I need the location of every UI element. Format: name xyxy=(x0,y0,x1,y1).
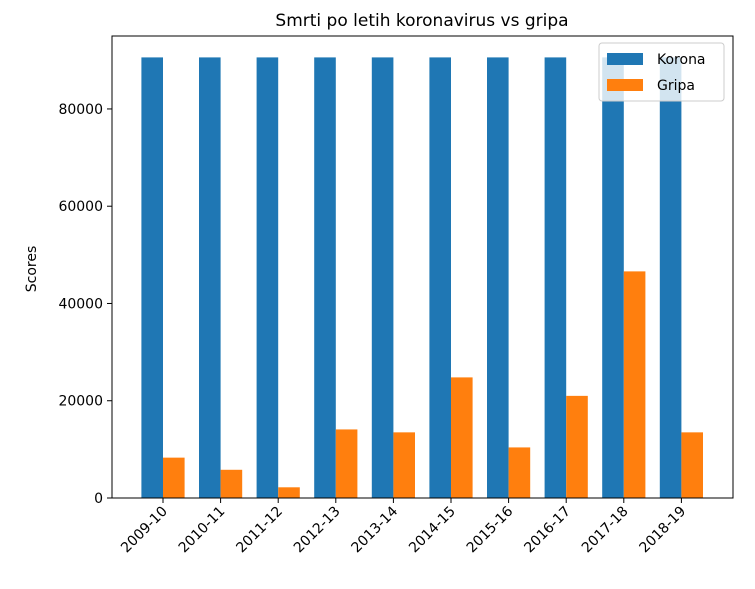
chart-title: Smrti po letih koronavirus vs gripa xyxy=(275,11,568,31)
x-tick-label-2012-13: 2012-13 xyxy=(291,504,344,557)
x-tick-label-2018-19: 2018-19 xyxy=(637,504,690,557)
bar-korona-2010-11 xyxy=(199,57,221,499)
legend: Korona Gripa xyxy=(598,42,725,102)
x-tick-label-2011-12: 2011-12 xyxy=(233,504,286,557)
bar-korona-2014-15 xyxy=(429,57,451,499)
bar-gripa-2017-18 xyxy=(623,271,646,498)
bar-gripa-2015-16 xyxy=(508,447,531,498)
x-tick-label-2013-14: 2013-14 xyxy=(349,503,402,556)
bar-korona-2016-17 xyxy=(544,57,567,499)
y-tick-label-80000: 80000 xyxy=(58,102,103,118)
x-tick-label-2009-10: 2009-10 xyxy=(118,504,171,557)
x-tick-label-2010-11: 2010-11 xyxy=(176,504,229,557)
bar-gripa-2009-10 xyxy=(163,457,185,498)
y-tick-label-60000: 60000 xyxy=(58,199,103,215)
bar-korona-2017-18 xyxy=(602,57,624,499)
bar-gripa-2018-19 xyxy=(681,432,703,498)
bar-korona-2012-13 xyxy=(314,57,336,499)
y-tick-label-0: 0 xyxy=(94,491,103,507)
legend-label-korona: Korona xyxy=(657,52,706,68)
bar-gripa-2014-15 xyxy=(451,377,473,498)
y-axis-label: Scores xyxy=(24,246,40,293)
x-tick-label-2017-18: 2017-18 xyxy=(579,504,632,557)
y-tick-label-20000: 20000 xyxy=(58,394,103,410)
legend-swatch-gripa xyxy=(607,79,643,91)
y-tick-label-40000: 40000 xyxy=(58,296,103,312)
x-tick-label-2015-16: 2015-16 xyxy=(464,503,517,556)
plot-frame xyxy=(111,35,734,499)
bar-korona-2013-14 xyxy=(371,57,394,499)
bar-korona-2009-10 xyxy=(141,57,163,499)
legend-label-gripa: Gripa xyxy=(657,78,695,94)
x-tick-label-2014-15: 2014-15 xyxy=(406,504,459,557)
legend-swatch-korona xyxy=(607,53,643,65)
bar-gripa-2013-14 xyxy=(393,432,415,498)
bar-korona-2011-12 xyxy=(256,57,279,499)
bar-korona-2018-19 xyxy=(659,57,682,499)
plot-area: 2009-10 2010-11 2011-12 2012-13 2013-14 2014-… xyxy=(58,57,703,556)
bar-gripa-2012-13 xyxy=(335,429,358,498)
bar-gripa-2011-12 xyxy=(278,487,300,498)
bar-gripa-2010-11 xyxy=(220,469,243,498)
bar-gripa-2016-17 xyxy=(566,395,588,498)
x-tick-label-2016-17: 2016-17 xyxy=(521,504,574,557)
bar-korona-2015-16 xyxy=(487,57,509,499)
